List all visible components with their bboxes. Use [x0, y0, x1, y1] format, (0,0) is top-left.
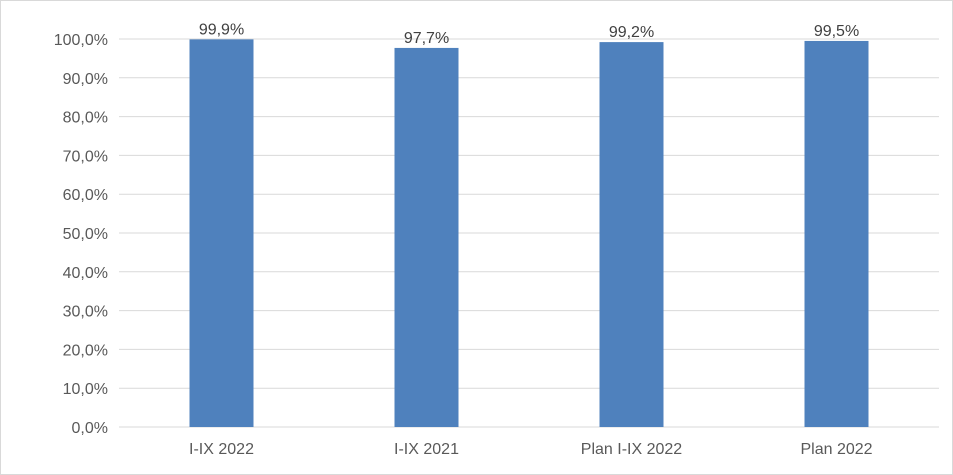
bars: [189, 39, 869, 427]
y-tick-label-4: 40,0%: [63, 265, 108, 282]
y-axis-tick-labels: 0,0% 10,0% 20,0% 30,0% 40,0% 50,0% 60,0% 70,0% 8…: [54, 32, 108, 437]
data-label-2: 99,2%: [609, 24, 654, 41]
y-tick-label-8: 80,0%: [63, 110, 108, 127]
y-tick-label-6: 60,0%: [63, 187, 108, 204]
y-tick-label-2: 20,0%: [63, 342, 108, 359]
y-tick-label-10: 100,0%: [54, 32, 108, 49]
bar-0: [189, 39, 254, 427]
y-tick-label-5: 50,0%: [63, 226, 108, 243]
x-tick-label-0: I-IX 2022: [189, 441, 254, 458]
bar-2: [599, 42, 664, 427]
y-tick-label-1: 10,0%: [63, 381, 108, 398]
y-tick-label-3: 30,0%: [63, 304, 108, 321]
x-tick-label-2: Plan I-IX 2022: [581, 441, 683, 458]
data-labels: 99,9% 97,7% 99,2% 99,5%: [199, 21, 859, 47]
bar-1: [394, 47, 459, 427]
y-tick-label-0: 0,0%: [72, 420, 108, 437]
gridlines: [119, 38, 939, 428]
y-tick-label-7: 70,0%: [63, 148, 108, 165]
bar-3: [804, 40, 869, 427]
x-tick-label-1: I-IX 2021: [394, 441, 459, 458]
y-tick-label-9: 90,0%: [63, 71, 108, 88]
data-label-1: 97,7%: [404, 30, 449, 47]
x-axis-tick-labels: I-IX 2022 I-IX 2021 Plan I-IX 2022 Plan 202…: [189, 441, 873, 458]
data-label-3: 99,5%: [814, 23, 859, 40]
x-tick-label-3: Plan 2022: [800, 441, 872, 458]
data-label-0: 99,9%: [199, 21, 244, 38]
